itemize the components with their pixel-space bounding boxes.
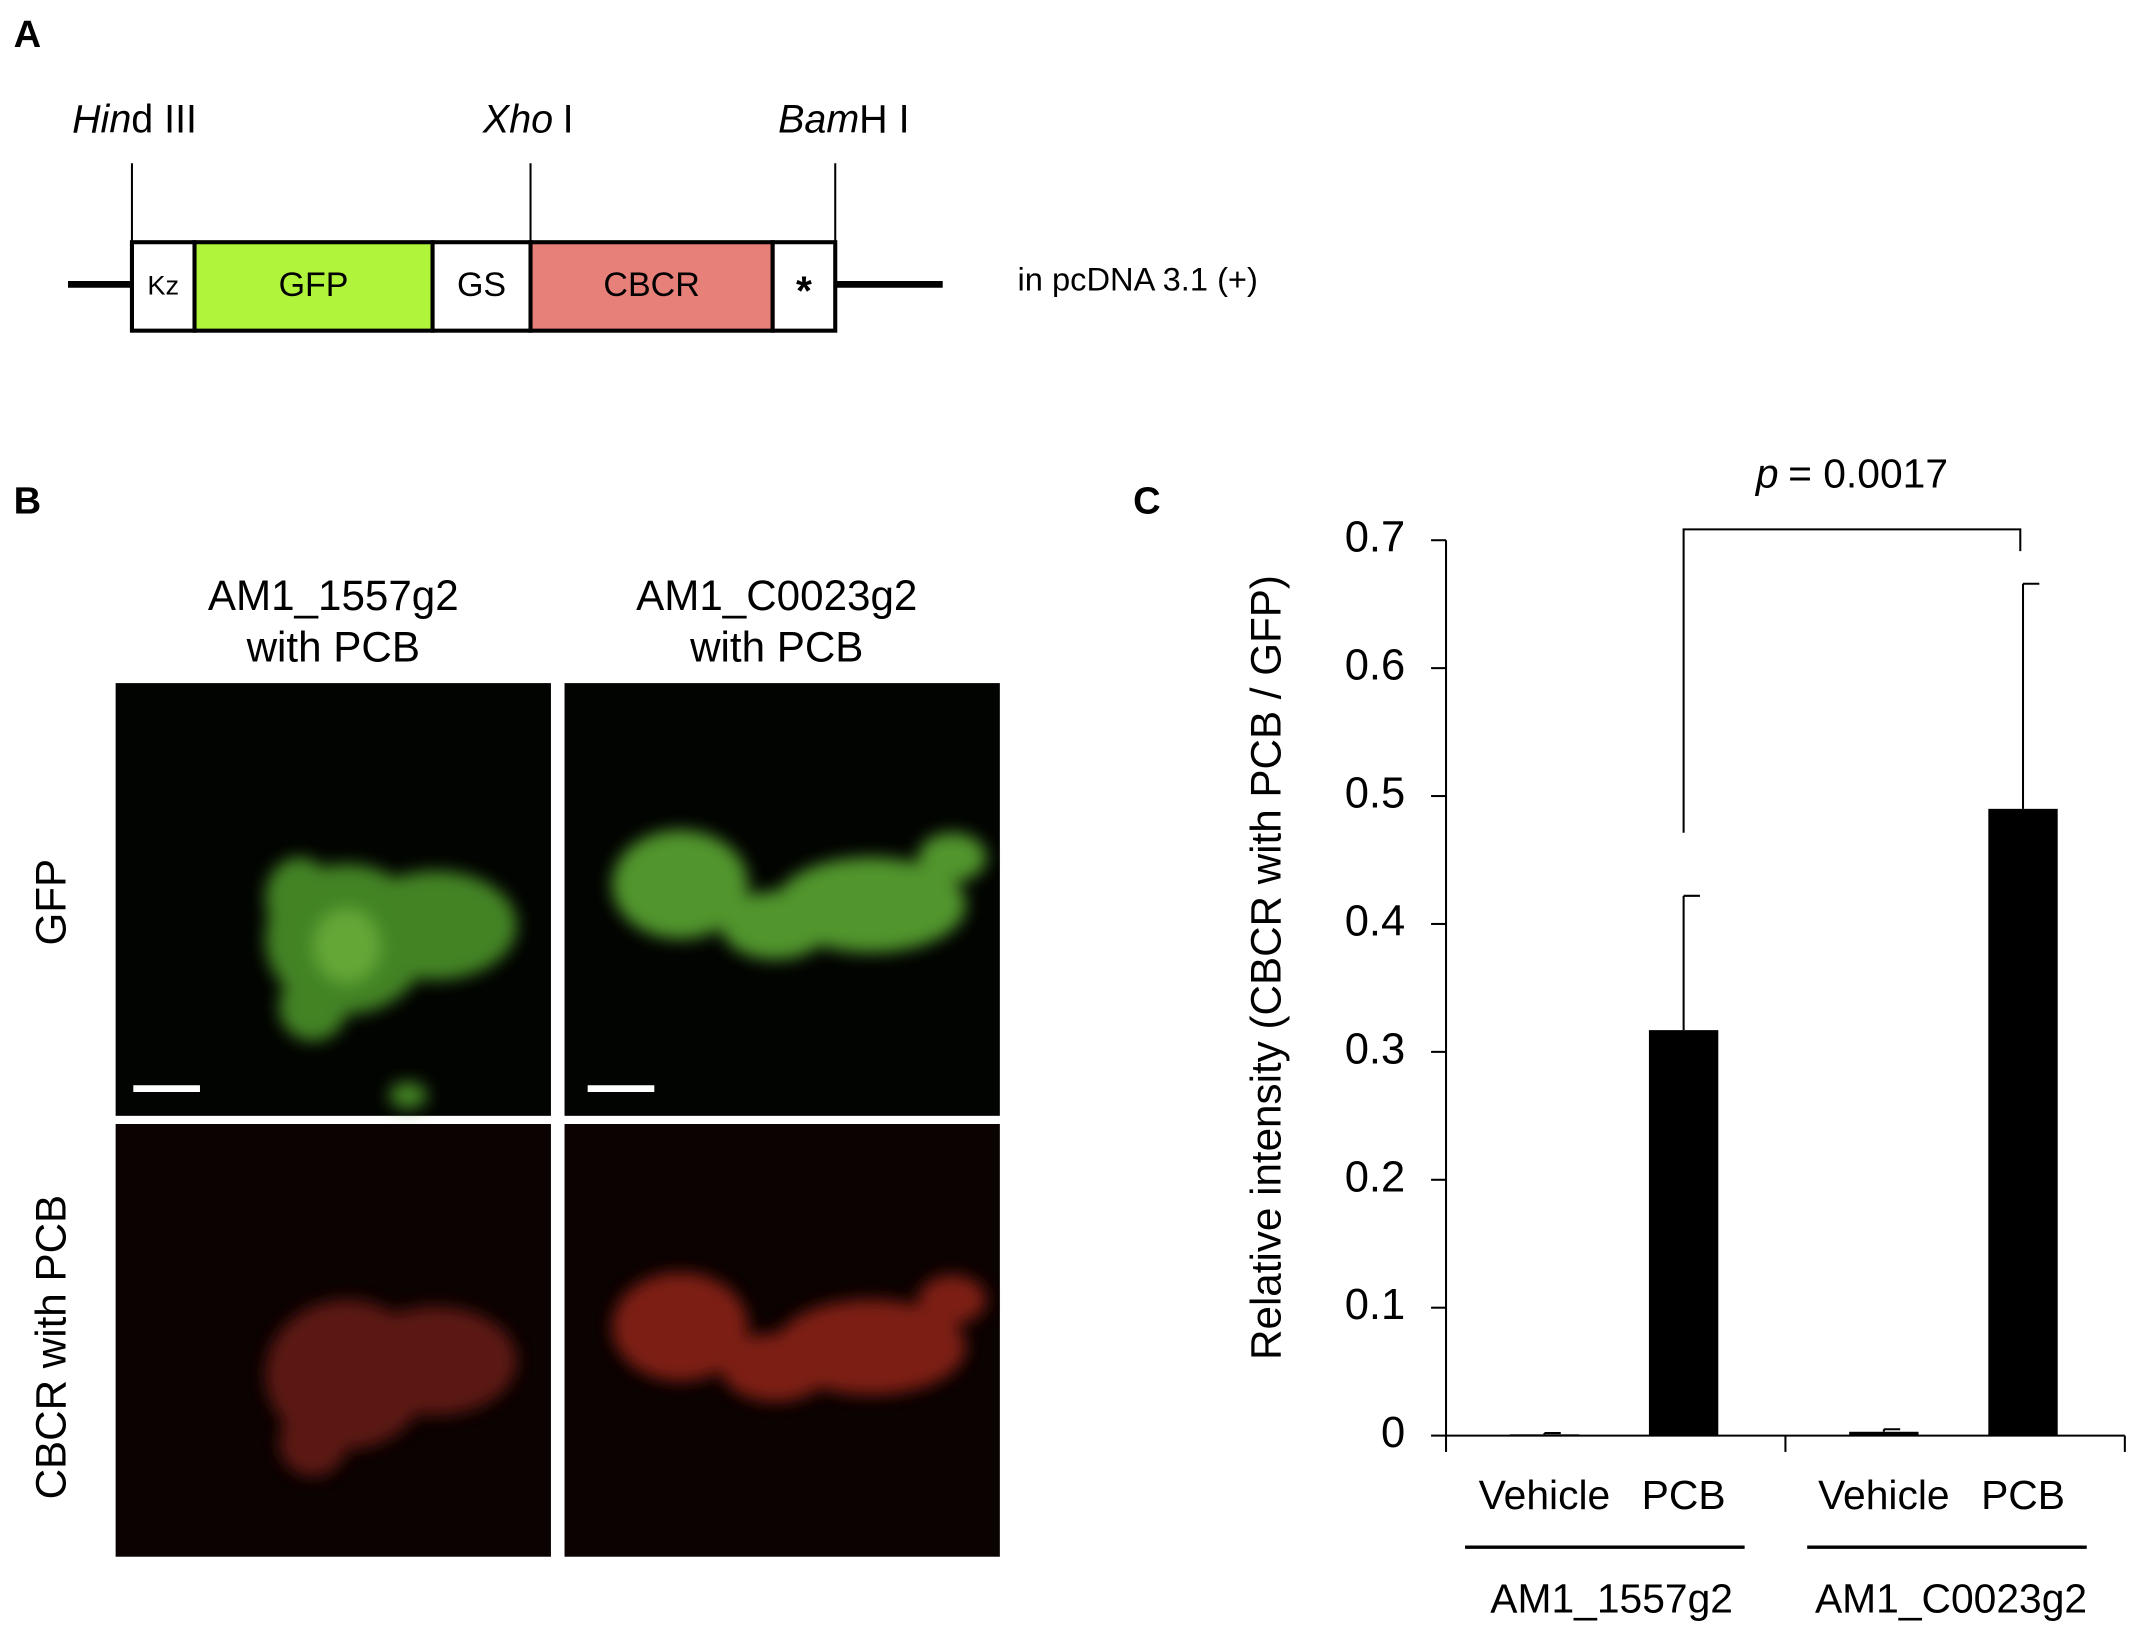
segment-label: GFP [279, 266, 349, 304]
micrograph [564, 683, 1000, 1116]
column-header: with PCB [689, 624, 863, 671]
text-part: I [563, 98, 574, 142]
vector-label: in pcDNA 3.1 (+) [1018, 260, 1258, 297]
panel-label: C [1133, 481, 1160, 523]
column-header: AM1_C0023g2 [636, 572, 917, 619]
x-tick-label: Vehicle [1479, 1472, 1611, 1518]
segment-label: Kz [147, 269, 179, 300]
error-bar [1882, 1428, 1901, 1432]
micrograph [115, 1123, 551, 1557]
segment-label: * [796, 268, 812, 314]
y-tick-label: 0.5 [1345, 770, 1405, 818]
y-tick-label: 0.4 [1345, 897, 1405, 945]
x-tick-label: PCB [1981, 1472, 2065, 1518]
italic-part: Xho [482, 98, 553, 142]
italic-part: Hin [72, 98, 131, 142]
italic-part: Bam [778, 98, 859, 142]
panel-label: A [14, 14, 41, 56]
x-tick-label: PCB [1642, 1472, 1726, 1518]
bar [1648, 1030, 1719, 1436]
column-header: with PCB [246, 624, 420, 671]
text-part: = 0.0017 [1788, 450, 1948, 496]
y-tick-label: 0.7 [1345, 514, 1405, 562]
site-label: Xho I [482, 98, 574, 142]
error-bar [1543, 1432, 1561, 1435]
y-tick-label: 0.2 [1345, 1153, 1405, 1201]
micrograph [564, 1123, 1000, 1557]
error-bar [1682, 894, 1700, 1031]
y-tick-label: 0.6 [1345, 642, 1405, 690]
italic-part: p [1754, 450, 1779, 496]
panel-label: B [14, 481, 41, 523]
group-label: AM1_C0023g2 [1815, 1575, 2087, 1621]
row-label: GFP [28, 859, 75, 946]
construct-segment [192, 240, 435, 333]
site-label: BamH I [778, 98, 909, 142]
segment-label: CBCR [603, 266, 699, 304]
text-part: d III [131, 98, 197, 142]
micrograph [115, 683, 551, 1116]
text-part: H I [859, 98, 909, 142]
construct-segment [129, 240, 197, 333]
significance-bracket [1682, 528, 2022, 833]
y-tick-label: 0.3 [1345, 1025, 1405, 1073]
y-tick-label: 0.1 [1345, 1281, 1405, 1329]
bar [1849, 1431, 1919, 1436]
bar [1509, 1434, 1580, 1437]
p-value: p = 0.0017 [1754, 450, 1948, 496]
construct-segment [528, 240, 775, 333]
segment-label: GS [457, 266, 506, 304]
group-label: AM1_1557g2 [1490, 1575, 1733, 1621]
y-axis-label: Relative intensity (CBCR with PCB / GFP) [1242, 575, 1289, 1360]
column-header: AM1_1557g2 [208, 572, 459, 619]
bar [1988, 808, 2058, 1436]
y-tick-label: 0 [1381, 1409, 1405, 1457]
row-label: CBCR with PCB [28, 1195, 75, 1500]
construct-segment [770, 240, 838, 333]
error-bar [2021, 582, 2040, 809]
site-label: Hind III [72, 98, 197, 142]
x-tick-label: Vehicle [1818, 1472, 1950, 1518]
